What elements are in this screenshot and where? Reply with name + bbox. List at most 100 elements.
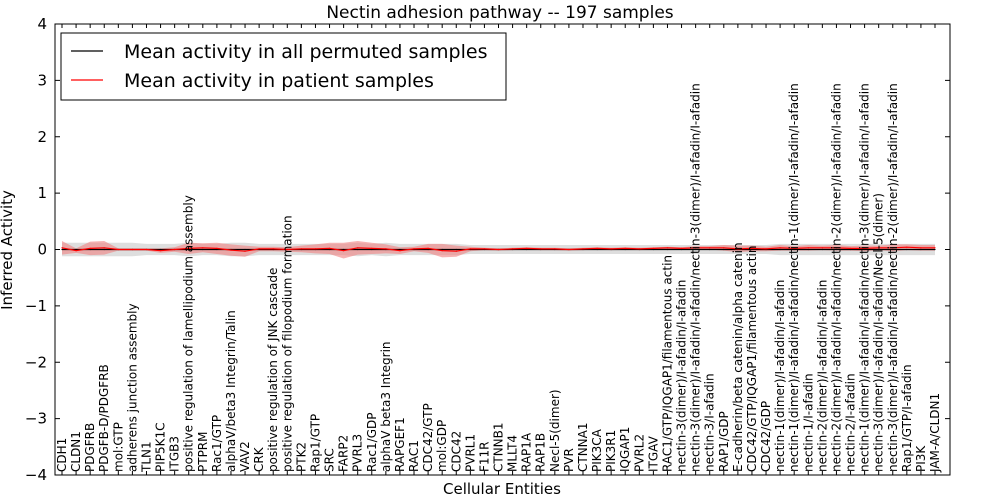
point-series-1 — [906, 246, 908, 248]
x-category-label: VAV2 — [238, 441, 252, 472]
x-category-label: RAP1B — [534, 433, 548, 472]
x-category-label: RAC1 — [407, 440, 421, 472]
point-series-1 — [793, 247, 795, 249]
point-series-0 — [244, 248, 246, 251]
y-tick-label: −2 — [25, 353, 47, 371]
x-category-label: FARP2 — [337, 435, 351, 472]
point-series-0 — [75, 248, 77, 251]
point-series-1 — [666, 247, 669, 249]
point-series-1 — [427, 247, 429, 249]
point-series-1 — [807, 247, 809, 249]
point-series-0 — [751, 248, 753, 251]
y-axis: −4 −3 −2 −1 0 1 2 3 4 — [25, 15, 950, 484]
x-category-label: nectin-1(dimer)/I-afadin/I-afadin — [773, 280, 787, 472]
x-category-label: nectin-3/I-afadin — [703, 373, 717, 472]
point-series-1 — [188, 247, 190, 249]
x-category-label: JAM-A/CLDN1 — [928, 393, 942, 473]
point-series-1 — [244, 250, 246, 252]
x-category-label: RAC1/GTP/IQGAP1/filamentous actin — [661, 255, 675, 472]
x-axis-title: Cellular Entities — [443, 480, 561, 498]
point-series-0 — [652, 248, 655, 251]
point-series-1 — [469, 248, 471, 250]
point-series-0 — [695, 248, 697, 251]
point-series-1 — [695, 247, 697, 249]
point-series-1 — [864, 247, 866, 249]
point-series-0 — [441, 248, 443, 251]
point-series-1 — [596, 247, 598, 249]
point-series-1 — [526, 247, 528, 249]
point-series-1 — [610, 248, 612, 250]
point-series-1 — [568, 248, 570, 251]
point-series-1 — [413, 248, 415, 250]
point-series-0 — [596, 248, 598, 251]
x-category-label: Rap1/GTP — [309, 414, 323, 472]
x-category-label: nectin-3(dimer)/I-afadin/I-afadin/Necl-5… — [872, 193, 886, 472]
point-series-1 — [230, 249, 232, 251]
x-category-label: positive regulation of JNK cascade — [266, 268, 280, 472]
x-category-label: CTNNB1 — [492, 422, 506, 472]
legend-box — [60, 32, 507, 101]
point-series-1 — [399, 250, 401, 252]
x-category-label: Rap1/GTP/I-afadin — [900, 364, 914, 472]
x-category-label: RAPGEF1 — [393, 417, 407, 472]
point-series-1 — [723, 247, 725, 249]
point-series-0 — [216, 248, 218, 251]
x-category-label: CDC42/GDP — [759, 401, 773, 472]
point-series-1 — [483, 248, 485, 250]
x-category-label: E-cadherin/beta catenin/alpha catenin — [731, 242, 745, 472]
x-category-label: PDGFB-D/PDGFRB — [97, 364, 111, 472]
y-tick-label: 4 — [37, 15, 47, 33]
x-category-label: mol:GDP — [435, 420, 449, 472]
x-category-label: ITGAV — [646, 435, 660, 472]
point-series-0 — [906, 248, 908, 251]
x-category-label: PTK2 — [294, 442, 308, 472]
x-axis-ticks — [61, 24, 936, 475]
x-category-label: nectin-3(dimer)/I-afadin/I-afadin/nectin… — [689, 83, 703, 472]
point-series-0 — [455, 248, 457, 251]
point-series-1 — [878, 247, 880, 249]
point-series-1 — [258, 248, 260, 250]
point-series-1 — [131, 248, 133, 251]
point-series-1 — [835, 247, 838, 249]
x-category-label: nectin-1/I-afadin — [801, 373, 815, 472]
point-series-0 — [371, 248, 373, 251]
point-series-1 — [385, 248, 387, 250]
y-tick-label: −3 — [25, 410, 47, 428]
point-series-0 — [723, 248, 725, 251]
x-category-label: nectin-1(dimer)/I-afadin/I-afadin/nectin… — [858, 83, 872, 472]
x-category-label: Rac1/GDP — [365, 413, 379, 472]
chart-title: Nectin adhesion pathway -- 197 samples — [326, 3, 673, 23]
x-category-label: adherens junction assembly — [125, 303, 139, 472]
legend-label-permuted: Mean activity in all permuted samples — [124, 41, 487, 63]
legend: Mean activity in all permuted samples Me… — [60, 32, 507, 101]
point-series-0 — [343, 248, 345, 251]
point-series-1 — [920, 247, 922, 249]
point-series-0 — [892, 248, 894, 251]
point-series-1 — [540, 248, 542, 250]
point-series-1 — [849, 247, 852, 249]
point-series-1 — [286, 248, 288, 251]
point-series-1 — [934, 247, 936, 249]
x-category-label: nectin-2(dimer)/I-afadin/I-afadin — [815, 280, 829, 472]
point-series-1 — [582, 248, 584, 250]
x-category-label: PVRL1 — [463, 434, 477, 472]
point-series-1 — [638, 248, 640, 250]
x-category-label: CLDN1 — [69, 431, 83, 472]
x-axis-category-labels: CDH1 CLDN1 PDGFRB PDGFB-D/PDGFRB mol:GTP adhe… — [55, 83, 942, 473]
y-tick-label: −1 — [25, 297, 47, 315]
x-category-label: PVR — [562, 448, 576, 472]
point-series-0 — [328, 248, 331, 251]
x-category-label: Necl-5(dimer) — [548, 389, 562, 472]
x-category-label: F11R — [477, 441, 491, 472]
point-series-0 — [357, 248, 359, 251]
point-series-1 — [160, 250, 162, 252]
point-series-1 — [300, 248, 302, 250]
x-category-label: PDGFRB — [83, 423, 97, 472]
point-series-1 — [751, 247, 753, 249]
point-series-0 — [624, 248, 626, 251]
point-series-1 — [652, 247, 655, 249]
point-series-1 — [328, 247, 331, 249]
point-series-1 — [89, 247, 91, 249]
y-axis-title: Inferred Activity — [0, 190, 16, 310]
point-series-0 — [849, 248, 852, 251]
